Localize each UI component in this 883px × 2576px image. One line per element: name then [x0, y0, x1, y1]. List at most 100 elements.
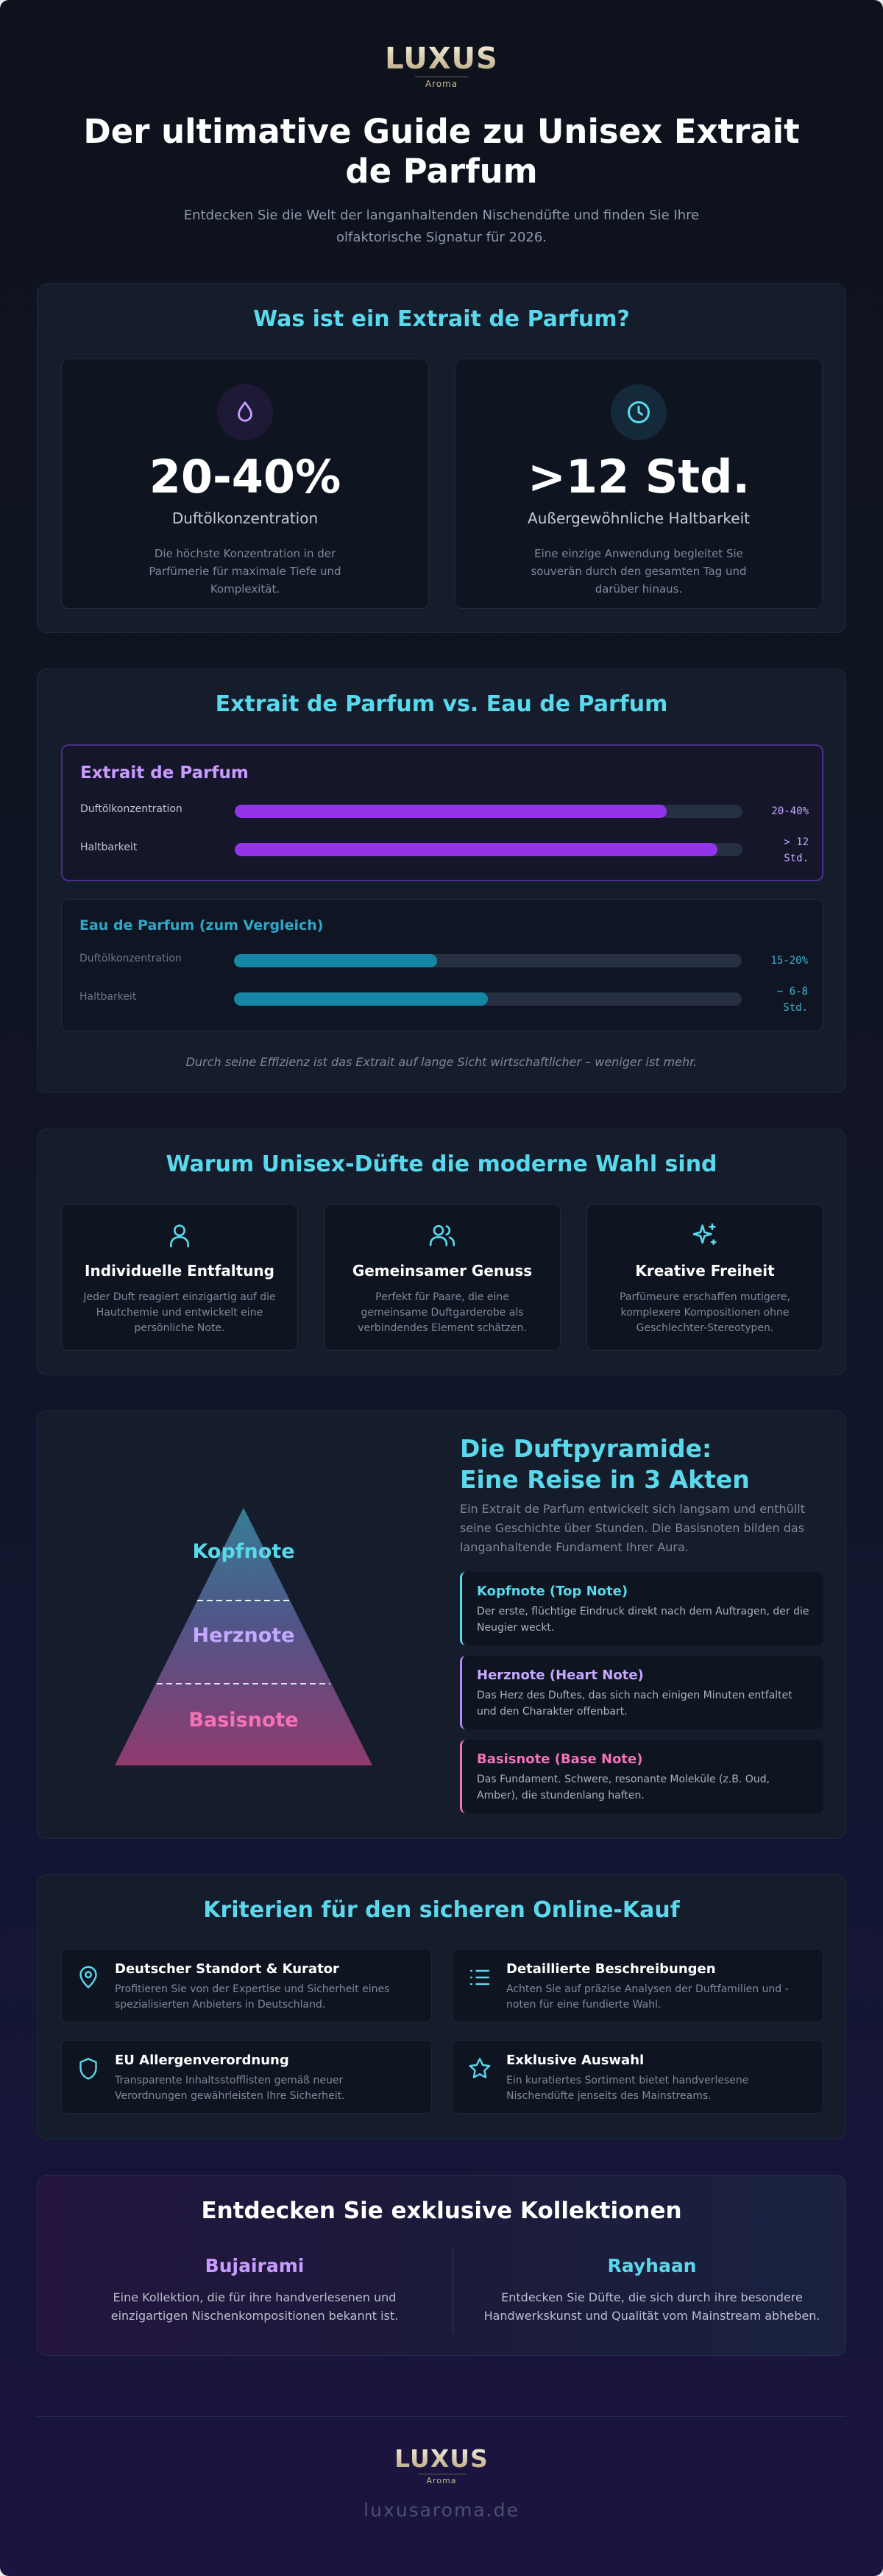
note-title: Basisnote (Base Note): [477, 1751, 643, 1767]
pyramid-label-heart: Herznote: [192, 1624, 295, 1647]
users-icon: [428, 1221, 457, 1250]
stat-card-concentration: 20-40% Duftölkonzentration Die höchste K…: [61, 359, 429, 609]
stat-description: Die höchste Konzentration in der Parfüme…: [149, 547, 341, 596]
bar-value: > 12 Std.: [784, 836, 809, 864]
star-icon: [467, 2055, 493, 2082]
criteria-card-title: Deutscher Standort & Kurator: [115, 1961, 339, 1977]
criteria-card-exclusive: Exklusive Auswahl Ein kuratiertes Sortim…: [453, 2040, 823, 2114]
note-description: Das Fundament. Schwere, resonante Molekü…: [477, 1774, 770, 1802]
page-title: Der ultimative Guide zu Unisex Extrait d…: [83, 112, 800, 191]
collection-description: Entdecken Sie Düfte, die sich durch ihre…: [483, 2290, 820, 2323]
pyramid-intro: Ein Extrait de Parfum entwickelt sich la…: [460, 1502, 805, 1554]
bar-label: Duftölkonzentration: [80, 803, 182, 815]
bar-fill: [235, 843, 717, 856]
criteria-card-allergens: EU Allergenverordnung Transparente Inhal…: [61, 2040, 432, 2114]
drop-icon: [217, 384, 273, 440]
bar-track: [235, 805, 742, 818]
unisex-card-description: Jeder Duft reagiert einzigartig auf die …: [83, 1291, 276, 1334]
bar-fill: [235, 805, 667, 818]
criteria-card-description: Achten Sie auf präzise Analysen der Duft…: [506, 1983, 789, 2011]
bar-fill: [234, 992, 488, 1006]
section-title: Kriterien für den sicheren Online-Kauf: [203, 1897, 680, 1923]
shield-icon: [75, 2055, 102, 2082]
footer-logo[interactable]: LUXUS Aroma: [0, 2446, 883, 2486]
collection-description: Eine Kollektion, die für ihre handverles…: [110, 2290, 399, 2323]
criteria-card-description: Transparente Inhaltsstofflisten gemäß ne…: [115, 2075, 345, 2102]
bar-row-concentration: Duftölkonzentration 15-20%: [79, 945, 808, 975]
pyramid-label-top: Kopfnote: [192, 1540, 295, 1563]
bar-row-concentration: Duftölkonzentration 20-40%: [80, 796, 809, 825]
comparison-card-title: Extrait de Parfum: [80, 763, 249, 783]
unisex-card-description: Perfekt für Paare, die eine gemeinsame D…: [358, 1291, 527, 1334]
note-card-base: Basisnote (Base Note) Das Fundament. Sch…: [460, 1740, 823, 1813]
bar-label: Duftölkonzentration: [79, 953, 182, 964]
unisex-card-description: Parfümeure erschaffen mutigere, komplexe…: [620, 1291, 790, 1334]
section-title: Was ist ein Extrait de Parfum?: [253, 306, 630, 332]
footer-url-link[interactable]: luxusaroma.de: [364, 2499, 519, 2521]
page-subtitle: Entdecken Sie die Welt der langanhaltend…: [183, 208, 700, 245]
list-icon: [467, 1964, 493, 1991]
bar-value: 15-20%: [770, 955, 808, 967]
brand-subtitle: Aroma: [417, 2474, 466, 2485]
comparison-card-edp: Eau de Parfum (zum Vergleich) Duftölkonz…: [61, 899, 823, 1031]
section-unisex: Warum Unisex-Düfte die moderne Wahl sind…: [37, 1129, 846, 1375]
unisex-card-title: Individuelle Entfaltung: [85, 1262, 274, 1280]
bar-label: Haltbarkeit: [80, 841, 138, 853]
section-what-is-extrait: Was ist ein Extrait de Parfum? 20-40% Du…: [37, 283, 846, 633]
stat-value: >12 Std.: [527, 450, 751, 504]
criteria-card-title: Exklusive Auswahl: [506, 2053, 645, 2068]
criteria-card-description: Ein kuratiertes Sortiment bietet handver…: [506, 2075, 749, 2102]
section-fragrance-pyramid: Kopfnote Herznote Basisnote Die Duftpyra…: [37, 1411, 846, 1839]
location-pin-icon: [75, 1964, 102, 1991]
comparison-card-title: Eau de Parfum (zum Vergleich): [79, 917, 324, 934]
fragrance-pyramid-diagram: [115, 1508, 372, 1765]
clock-icon: [611, 384, 667, 440]
bar-track: [235, 843, 742, 856]
note-card-heart: Herznote (Heart Note) Das Herz des Dufte…: [460, 1656, 823, 1729]
bar-track: [234, 992, 742, 1006]
brand-subtitle: Aroma: [414, 77, 469, 89]
stat-card-longevity: >12 Std. Außergewöhnliche Haltbarkeit Ei…: [455, 359, 823, 609]
section-purchase-criteria: Kriterien für den sicheren Online-Kauf D…: [37, 1874, 846, 2139]
brand-wordmark: LUXUS: [37, 43, 846, 75]
unisex-card-creative: Kreative Freiheit Parfümeure erschaffen …: [586, 1204, 823, 1351]
pyramid-shape: [115, 1508, 372, 1765]
comparison-note: Durch seine Effizienz ist das Extrait au…: [185, 1055, 698, 1069]
note-description: Das Herz des Duftes, das sich nach einig…: [477, 1690, 792, 1718]
stat-value: 20-40%: [149, 450, 341, 504]
note-title: Herznote (Heart Note): [477, 1668, 644, 1683]
stat-label: Außergewöhnliche Haltbarkeit: [528, 509, 750, 527]
stat-label: Duftölkonzentration: [171, 509, 319, 527]
pyramid-label-base: Basisnote: [188, 1709, 299, 1732]
collection-name[interactable]: Rayhaan: [607, 2255, 697, 2276]
criteria-card-title: EU Allergenverordnung: [115, 2053, 289, 2068]
collection-bujairami[interactable]: Bujairami Eine Kollektion, die für ihre …: [60, 2255, 450, 2325]
brand-logo[interactable]: LUXUS Aroma: [37, 0, 846, 90]
section-comparison: Extrait de Parfum vs. Eau de Parfum Extr…: [37, 668, 846, 1093]
bar-value: 20-40%: [771, 805, 809, 817]
note-card-top: Kopfnote (Top Note) Der erste, flüchtige…: [460, 1572, 823, 1645]
criteria-card-location: Deutscher Standort & Kurator Profitieren…: [61, 1949, 432, 2022]
bar-value: ~ 6-8 Std.: [776, 986, 808, 1014]
criteria-card-title: Detaillierte Beschreibungen: [506, 1961, 716, 1977]
sparkle-icon: [690, 1221, 720, 1250]
unisex-card-title: Gemeinsamer Genuss: [352, 1262, 533, 1280]
unisex-card-individual: Individuelle Entfaltung Jeder Duft reagi…: [61, 1204, 298, 1351]
criteria-card-descriptions: Detaillierte Beschreibungen Achten Sie a…: [453, 1949, 823, 2022]
section-title: Warum Unisex-Düfte die moderne Wahl sind: [166, 1151, 717, 1177]
user-icon: [165, 1221, 194, 1250]
bar-fill: [234, 954, 437, 967]
comparison-card-extrait: Extrait de Parfum Duftölkonzentration 20…: [61, 744, 823, 881]
collection-name[interactable]: Bujairami: [205, 2255, 305, 2276]
criteria-card-description: Profitieren Sie von der Expertise und Si…: [115, 1983, 390, 2011]
section-title: Extrait de Parfum vs. Eau de Parfum: [215, 691, 668, 717]
note-description: Der erste, flüchtige Eindruck direkt nac…: [477, 1606, 809, 1634]
footer-divider: [37, 2416, 846, 2417]
unisex-card-shared: Gemeinsamer Genuss Perfekt für Paare, di…: [324, 1204, 561, 1351]
bar-label: Haltbarkeit: [79, 991, 137, 1003]
collection-rayhaan[interactable]: Rayhaan Entdecken Sie Düfte, die sich du…: [457, 2255, 847, 2325]
unisex-card-title: Kreative Freiheit: [635, 1262, 775, 1280]
stat-description: Eine einzige Anwendung begleitet Sie sou…: [531, 547, 747, 596]
bar-row-longevity: Haltbarkeit > 12 Std.: [80, 834, 809, 864]
